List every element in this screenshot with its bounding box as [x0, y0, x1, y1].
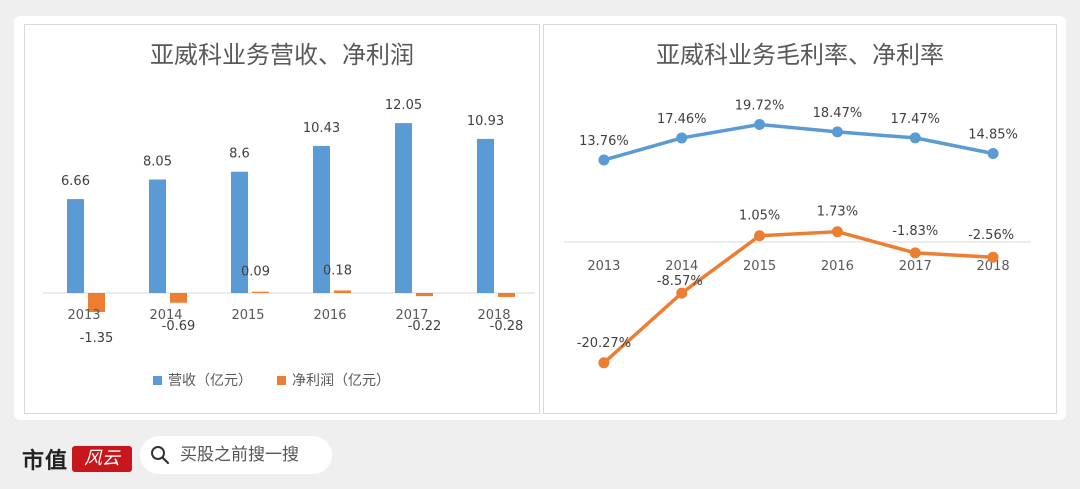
net-margin-value-label: -1.83%	[892, 224, 938, 239]
revenue-value-label: 10.93	[467, 114, 504, 129]
x-tick-label: 2014	[665, 259, 698, 274]
net-margin-value-label: 1.73%	[817, 205, 858, 220]
x-tick-label: 2014	[149, 308, 182, 323]
net-margin-point-2018	[987, 251, 999, 263]
legend-label-profit: 净利润（亿元）	[292, 373, 390, 389]
revenue-bar-2017	[395, 123, 412, 293]
line-chart-svg: 亚威科业务毛利率、净利率 2013 2014 2015 2016 2017 2018 13.7…	[564, 41, 1031, 369]
gross-margin-value-label: 18.47%	[813, 106, 863, 121]
legend-swatch-profit	[277, 376, 286, 385]
revenue-value-label: 10.43	[303, 121, 340, 136]
profit-value-label: 0.09	[241, 265, 270, 280]
x-tick-label: 2017	[395, 308, 428, 323]
net-margin-line	[602, 229, 995, 365]
gross-margin-point-2014	[676, 132, 688, 144]
x-tick-label: 2016	[313, 308, 346, 323]
revenue-value-label: 6.66	[61, 174, 90, 189]
revenue-bar-2015	[231, 171, 248, 293]
profit-value-label: 0.18	[323, 263, 352, 278]
net-margin-point-2016	[831, 226, 843, 238]
x-tick-label: 2018	[477, 308, 510, 323]
chart-title: 亚威科业务营收、净利润	[150, 41, 414, 69]
chart-title: 亚威科业务毛利率、净利率	[656, 41, 944, 69]
x-tick-label: 2013	[587, 259, 620, 274]
x-tick-label: 2016	[821, 259, 854, 274]
legend-swatch-revenue	[153, 376, 162, 385]
gross-margin-point-2013	[598, 154, 610, 166]
gross-margin-line	[602, 122, 995, 162]
legend-label-revenue: 营收（亿元）	[168, 373, 252, 389]
revenue-value-label: 8.6	[229, 147, 250, 162]
gross-margin-point-2018	[987, 147, 999, 159]
footer-bar: 市值 风云 买股之前搜一搜	[0, 420, 1080, 489]
search-placeholder: 买股之前搜一搜	[180, 445, 299, 465]
net-margin-value-label: -2.56%	[968, 228, 1014, 243]
profit-bar-2014	[170, 293, 187, 303]
gross-margin-value-label: 13.76%	[579, 134, 629, 149]
profit-value-label: -0.22	[408, 319, 442, 334]
brand-seal: 风云	[72, 446, 133, 472]
profit-bar-2018	[498, 293, 515, 297]
revenue-bar-2018	[477, 138, 494, 293]
net-margin-value-label: -8.57%	[657, 274, 703, 289]
net-margin-point-2014	[676, 287, 688, 299]
revenue-bar-2013	[67, 199, 84, 293]
net-margin-point-2013	[598, 357, 610, 369]
x-tick-label: 2013	[67, 308, 100, 323]
search-box[interactable]: 买股之前搜一搜	[140, 436, 332, 474]
revenue-profit-chart: 亚威科业务营收、净利润 6.66 8.05 8.6 10.43 12.05 10.93 -1.…	[24, 24, 540, 414]
gross-margin-value-label: 17.46%	[657, 112, 707, 127]
gross-margin-value-label: 17.47%	[890, 112, 940, 127]
gross-margin-point-2016	[831, 126, 843, 138]
margin-chart: 亚威科业务毛利率、净利率 2013 2014 2015 2016 2017 2018 13.7…	[543, 24, 1057, 414]
gross-margin-value-label: 19.72%	[735, 98, 785, 113]
net-margin-value-label: 1.05%	[739, 209, 780, 224]
profit-value-label: -0.69	[162, 319, 196, 334]
net-margin-point-2015	[754, 230, 766, 242]
profit-value-label: -0.28	[490, 319, 524, 334]
profit-bar-2013	[88, 293, 105, 313]
net-margin-value-label: -20.27%	[577, 336, 631, 351]
brand-name: 市值	[22, 448, 69, 474]
gross-margin-point-2015	[754, 118, 766, 130]
brand-logo: 市值 风云	[22, 443, 133, 475]
search-icon	[151, 446, 170, 465]
bar-chart-svg: 亚威科业务营收、净利润 6.66 8.05 8.6 10.43 12.05 10.93 -1.…	[43, 41, 535, 389]
revenue-value-label: 12.05	[385, 98, 422, 113]
gross-margin-point-2017	[909, 132, 921, 144]
x-tick-label: 2017	[899, 259, 932, 274]
profit-bar-2016	[334, 290, 351, 293]
net-margin-point-2017	[909, 247, 921, 259]
revenue-bar-2014	[149, 179, 166, 293]
x-tick-label: 2015	[743, 259, 776, 274]
gross-margin-value-label: 14.85%	[968, 127, 1018, 142]
revenue-bar-2016	[313, 145, 330, 293]
profit-bar-2017	[416, 293, 433, 297]
profit-value-label: -1.35	[80, 331, 114, 346]
profit-bar-2015	[252, 291, 269, 293]
x-tick-label: 2018	[977, 259, 1010, 274]
x-tick-label: 2015	[231, 308, 264, 323]
revenue-value-label: 8.05	[143, 154, 172, 169]
